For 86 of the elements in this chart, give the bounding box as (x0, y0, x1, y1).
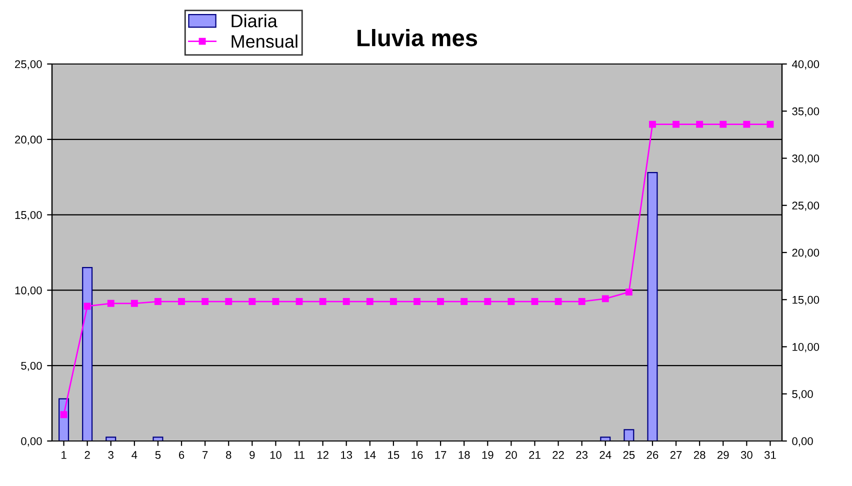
point (554, 298, 562, 305)
point (154, 298, 162, 305)
y-tick-label: 15,00 (15, 211, 42, 220)
x-tick-label: 12 (317, 451, 328, 459)
y-tick-label: 10,00 (15, 286, 42, 296)
x-tick-label: 4 (132, 451, 138, 459)
bar (82, 267, 93, 441)
x-tick-label: 18 (458, 451, 470, 459)
x-tick-label: 7 (202, 451, 208, 459)
x-tick-label: 20 (506, 451, 517, 459)
bar (647, 172, 658, 441)
point (672, 120, 680, 128)
y2-tick-label: 40,00 (792, 60, 820, 70)
x-tick-label: 28 (694, 451, 706, 459)
point (484, 298, 492, 305)
x-tick-label: 15 (388, 451, 400, 459)
x-tick-label: 9 (250, 451, 255, 459)
point (414, 298, 420, 305)
point (296, 298, 303, 305)
point (602, 295, 609, 302)
x-tick-label: 31 (764, 451, 776, 459)
x-tick-label: 21 (529, 451, 540, 459)
point (130, 300, 138, 307)
x-tick-label: 24 (600, 451, 612, 459)
point (625, 288, 632, 296)
point (720, 120, 727, 128)
x-tick-label: 8 (226, 451, 232, 459)
point (342, 298, 350, 305)
x-tick-label: 6 (178, 451, 184, 459)
point (437, 298, 444, 305)
bar (106, 436, 116, 441)
point (649, 120, 656, 128)
point (743, 120, 750, 128)
x-tick-label: 25 (623, 451, 635, 459)
point (319, 298, 326, 305)
point (248, 298, 256, 305)
y2-tick-label: 5,00 (792, 390, 813, 400)
y2-tick-label: 30,00 (792, 154, 820, 164)
point (390, 298, 397, 305)
point (84, 302, 91, 310)
legend-label: Diaria (232, 14, 278, 28)
point (225, 298, 232, 305)
point (178, 298, 185, 305)
bar (600, 436, 611, 441)
x-tick-label: 10 (270, 451, 282, 459)
x-tick-label: 13 (341, 451, 352, 459)
x-tick-label: 14 (364, 451, 376, 459)
y-tick-label: 20,00 (15, 136, 42, 145)
y2-tick-label: 15,00 (792, 296, 820, 306)
y2-tick-label: 35,00 (792, 107, 820, 117)
bar (152, 436, 164, 441)
point (696, 120, 704, 128)
point (531, 298, 538, 305)
x-tick-label: 16 (412, 451, 423, 459)
chart-title: Lluvia mes (358, 28, 478, 46)
y-tick-label: 25,00 (15, 60, 42, 70)
x-tick-label: 23 (576, 451, 588, 459)
point (202, 298, 209, 305)
x-tick-label: 1 (62, 451, 66, 459)
x-tick-label: 30 (740, 451, 752, 459)
x-tick-label: 5 (155, 451, 161, 459)
bar (624, 429, 634, 441)
y2-tick-label: 10,00 (792, 343, 820, 352)
legend-label: Mensual (232, 34, 298, 48)
point (578, 298, 586, 305)
x-tick-label: 11 (294, 451, 304, 459)
y2-tick-label: 20,00 (792, 248, 820, 258)
x-tick-label: 17 (435, 451, 446, 459)
y-tick-label: 0,00 (21, 437, 42, 446)
point (366, 298, 374, 305)
x-tick-label: 19 (482, 451, 494, 459)
x-tick-label: 26 (646, 451, 658, 459)
y2-tick-label: 0,00 (792, 437, 813, 446)
point (272, 298, 280, 305)
x-tick-label: 22 (552, 451, 564, 459)
x-tick-label: 29 (718, 451, 729, 459)
x-tick-label: 27 (670, 451, 682, 459)
point (508, 298, 515, 305)
x-tick-label: 3 (108, 451, 114, 459)
y2-tick-label: 25,00 (792, 202, 820, 211)
point (107, 300, 114, 307)
x-tick-label: 2 (84, 451, 90, 459)
point (460, 298, 468, 305)
y-tick-label: 5,00 (21, 362, 42, 372)
point (766, 120, 774, 128)
point (60, 411, 68, 418)
